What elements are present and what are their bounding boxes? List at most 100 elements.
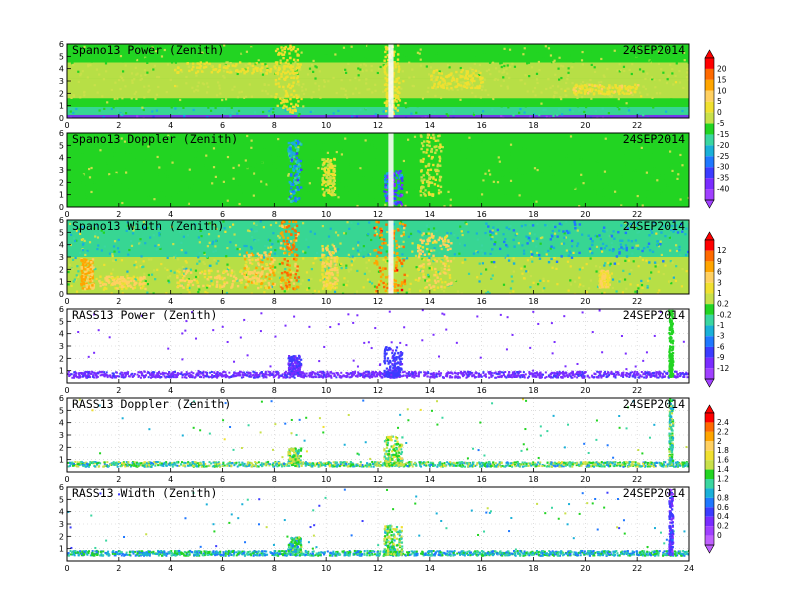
x-tick-label: 16 <box>477 121 487 130</box>
y-tick-label: 2 <box>59 532 64 541</box>
colorbar-segment <box>705 336 714 347</box>
x-tick-label: 0 <box>64 475 69 484</box>
x-tick-label: 16 <box>477 386 487 395</box>
colorbar-3: 2.42.221.81.61.41.210.80.60.40.20 <box>704 404 729 554</box>
x-tick-label: 12 <box>373 121 383 130</box>
y-tick-label: 2 <box>59 354 64 363</box>
colorbar-tick-label: 0.2 <box>717 300 729 309</box>
x-tick-label: 6 <box>220 475 225 484</box>
data-gap <box>388 133 394 207</box>
colorbar-segment <box>705 488 714 498</box>
y-tick-label: 4 <box>59 65 64 74</box>
x-tick-label: 0 <box>64 121 69 130</box>
panel-plot-area <box>67 133 689 207</box>
x-tick-label: 4 <box>168 297 173 306</box>
band-3 <box>67 98 689 107</box>
colorbar-tick-label: -12 <box>717 364 729 373</box>
x-tick-label: 8 <box>272 210 277 219</box>
y-tick-label: 6 <box>59 305 64 314</box>
x-tick-label: 8 <box>272 297 277 306</box>
y-tick-label: 6 <box>59 216 64 225</box>
feature-2 <box>383 524 404 556</box>
colorbar-tick-label: 12 <box>717 246 727 255</box>
colorbar-segment <box>705 178 714 190</box>
y-tick-label: 3 <box>59 166 64 175</box>
x-tick-label: 4 <box>168 121 173 130</box>
colorbar-top-arrow <box>704 404 715 414</box>
x-tick-label: 2 <box>116 210 121 219</box>
feature-2 <box>383 435 404 467</box>
y-tick-label: 2 <box>59 178 64 187</box>
feature-5 <box>572 83 640 96</box>
y-tick-label: 2 <box>59 443 64 452</box>
colorbar-tick-label: 2.4 <box>717 418 729 427</box>
x-tick-label: 10 <box>321 210 331 219</box>
x-tick-label: 4 <box>168 564 173 573</box>
sparse-points <box>67 488 686 551</box>
colorbar-tick-label: -30 <box>717 163 729 172</box>
colorbar-tick-label: -15 <box>717 130 729 139</box>
x-tick-label: 18 <box>528 210 538 219</box>
colorbar-bottom-arrow <box>704 544 715 554</box>
x-tick-label: 10 <box>321 121 331 130</box>
y-tick-label: 3 <box>59 431 64 440</box>
panel-title: Spano13 Width (Zenith) <box>72 219 224 233</box>
colorbar-tick-label: 0 <box>717 108 722 117</box>
x-tick-label: 6 <box>220 297 225 306</box>
colorbar-segment <box>705 134 714 146</box>
feature-2 <box>98 275 147 291</box>
y-tick-label: 6 <box>59 129 64 138</box>
x-tick-label: 2 <box>116 297 121 306</box>
colorbar-tick-label: -25 <box>717 152 729 161</box>
x-tick-label: 6 <box>220 210 225 219</box>
colorbar-segment <box>705 479 714 489</box>
x-tick-label: 2 <box>116 475 121 484</box>
colorbar-segment <box>705 68 714 80</box>
x-tick-label: 22 <box>632 297 642 306</box>
panel-title: RASS13 Width (Zenith) <box>72 486 217 500</box>
feature-6 <box>321 245 339 290</box>
x-tick-label: 16 <box>477 210 487 219</box>
colorbar-tick-label: 1.6 <box>717 456 729 465</box>
x-tick-label: 16 <box>477 297 487 306</box>
y-tick-label: 0 <box>59 203 64 212</box>
colorbar-segment <box>705 422 714 432</box>
colorbar-tick-label: -3 <box>717 332 725 341</box>
panel-date: 24SEP2014 <box>623 43 685 57</box>
colorbar-top-arrow <box>704 49 715 59</box>
y-tick-label: 0 <box>59 114 64 123</box>
colorbar-segment <box>705 535 714 545</box>
y-tick-label: 4 <box>59 508 64 517</box>
y-tick-label: 6 <box>59 40 64 49</box>
x-tick-label: 6 <box>220 121 225 130</box>
panel-plot-area <box>67 398 689 472</box>
y-tick-label: 5 <box>59 228 64 237</box>
x-tick-label: 18 <box>528 564 538 573</box>
x-tick-label: 0 <box>64 564 69 573</box>
colorbar-segment <box>705 357 714 369</box>
panel-title: Spano13 Doppler (Zenith) <box>72 132 238 146</box>
feature-8 <box>416 232 453 289</box>
x-tick-label: 4 <box>168 475 173 484</box>
colorbar-segment <box>705 282 714 294</box>
x-tick-label: 22 <box>632 475 642 484</box>
colorbar-tick-label: 0.8 <box>717 493 729 502</box>
x-tick-label: 20 <box>580 564 590 573</box>
colorbar-2: 12 9 63 1 0.2-0.2 -1 -3-6 -9 -12 <box>704 231 732 388</box>
x-tick-label: 0 <box>64 210 69 219</box>
colorbar-segment <box>705 261 714 273</box>
band-2 <box>67 220 689 257</box>
colorbar-segment <box>705 112 714 124</box>
panel-plot-area <box>67 44 689 118</box>
colorbar-tick-label: 1.2 <box>717 475 729 484</box>
colorbar-segment <box>705 123 714 135</box>
colorbar-frame <box>704 412 715 546</box>
grid <box>67 398 689 472</box>
panel-date: 24SEP2014 <box>623 132 685 146</box>
band-2 <box>67 106 689 115</box>
data-gap <box>388 220 394 294</box>
panel-2: Spano13 Doppler (Zenith) 24SEP20140123456… <box>59 129 690 219</box>
